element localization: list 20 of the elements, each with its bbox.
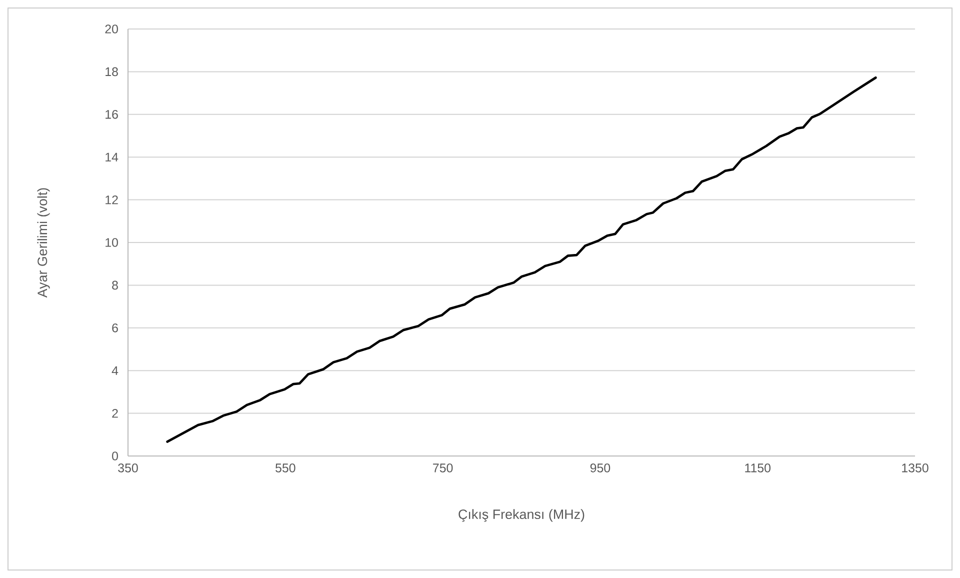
x-tick-label: 750 [433,464,453,472]
line-series [166,76,877,443]
y-tick-label: 8 [112,280,118,290]
y-tick-label: 6 [112,324,118,332]
x-tick-label: 950 [590,464,610,472]
x-tick-label: 1150 [745,464,771,472]
y-tick-label: 0 [112,452,118,460]
y-tick-label: 20 [105,24,118,34]
y-axis-title: Ayar Gerilimi (volt) [37,188,50,298]
y-tick-label: 18 [106,67,118,76]
x-tick-label: 1350 [902,464,928,472]
x-tick-label: 550 [276,464,296,472]
y-tick-label: 12 [106,195,118,204]
x-tick-label: 350 [118,464,138,472]
y-tick-label: 10 [106,238,118,247]
y-tick-label: 14 [106,152,118,162]
x-axis-title: Çıkış Frekansı (MHz) [458,509,584,522]
y-tick-label: 2 [112,408,118,418]
y-tick-label: 16 [106,110,118,119]
y-tick-label: 4 [112,366,118,375]
